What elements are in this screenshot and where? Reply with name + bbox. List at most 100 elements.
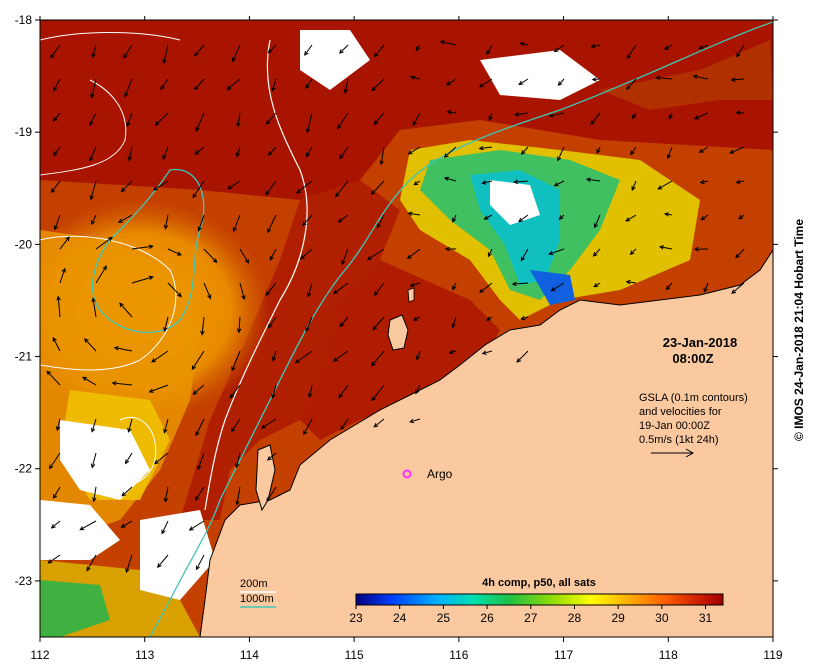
velocity-arrowhead	[593, 223, 599, 229]
velocity-arrow	[197, 452, 205, 470]
velocity-arrowhead	[625, 279, 631, 285]
velocity-arrowhead	[152, 186, 158, 191]
velocity-arrowhead	[192, 193, 197, 199]
velocity-arrow	[700, 180, 709, 184]
velocity-arrow	[512, 282, 529, 285]
velocity-arrow	[596, 146, 601, 154]
velocity-arrowhead	[265, 190, 270, 196]
velocity-arrowhead	[91, 52, 96, 59]
velocity-arrow	[667, 146, 673, 159]
velocity-arrowhead	[162, 59, 167, 65]
velocity-arrow	[479, 146, 493, 150]
velocity-arrow	[128, 146, 133, 161]
lon-tick-label: 112	[30, 648, 49, 662]
velocity-arrow	[344, 78, 349, 93]
velocity-arrow	[557, 146, 565, 161]
island-small	[407, 287, 415, 303]
velocity-arrow	[48, 554, 61, 564]
velocity-arrow	[82, 376, 97, 386]
velocity-arrowhead	[631, 114, 637, 120]
velocity-arrow	[593, 248, 601, 257]
velocity-arrow	[631, 180, 637, 191]
velocity-arrowhead	[52, 116, 58, 122]
velocity-arrowhead	[194, 495, 200, 501]
velocity-arrowhead	[89, 195, 94, 201]
velocity-arrowhead	[736, 52, 741, 58]
velocity-arrow	[701, 214, 709, 221]
velocity-arrow	[121, 486, 133, 497]
velocity-arrowhead	[117, 218, 123, 223]
velocity-arrowhead	[53, 151, 58, 157]
velocity-arrow	[656, 77, 673, 80]
velocity-arrow	[95, 265, 107, 284]
velocity-arrow	[51, 520, 61, 529]
velocity-arrow	[89, 146, 97, 161]
velocity-arrowhead	[516, 358, 522, 363]
velocity-arrowhead	[230, 427, 236, 433]
velocity-arrowhead	[121, 491, 127, 497]
velocity-arrowhead	[194, 150, 200, 155]
velocity-arrowhead	[271, 356, 277, 362]
velocity-arrowhead	[207, 294, 212, 300]
date-title: 23-Jan-2018	[663, 335, 737, 350]
cloud-2	[480, 50, 600, 100]
velocity-arrowhead	[160, 85, 165, 91]
cloud-3	[490, 180, 540, 225]
velocity-arrowhead	[79, 526, 85, 531]
ocean-ne-edge	[600, 40, 773, 110]
velocity-arrow	[118, 214, 133, 223]
velocity-arrowhead	[195, 565, 200, 571]
velocity-arrow	[371, 78, 385, 91]
velocity-arrowhead	[730, 77, 736, 83]
velocity-arrow	[123, 44, 133, 58]
velocity-arrowhead	[520, 256, 525, 262]
colorbar-title: 4h comp, p50, all sats	[482, 577, 596, 589]
velocity-arrow	[735, 248, 745, 259]
velocity-arrowhead	[47, 559, 53, 564]
velocity-arrow	[305, 146, 313, 157]
velocity-arrowhead	[234, 463, 240, 469]
velocity-arrowhead	[488, 116, 493, 122]
velocity-arrow	[447, 111, 457, 114]
velocity-arrowhead	[191, 365, 197, 371]
velocity-arrow	[333, 282, 349, 294]
velocity-arrow	[167, 282, 182, 297]
lon-tick-label: 118	[659, 648, 678, 662]
velocity-arrowhead	[162, 155, 167, 161]
velocity-arrowhead	[124, 92, 129, 98]
velocity-arrow	[54, 214, 61, 230]
velocity-arrowhead	[735, 253, 740, 259]
legend-200m-label: 200m	[240, 578, 268, 590]
velocity-arrowhead	[373, 52, 379, 58]
velocity-arrow	[703, 282, 709, 292]
velocity-arrow	[416, 350, 421, 360]
velocity-arrowhead	[200, 330, 205, 336]
colorbar-tick-label: 23	[349, 611, 363, 625]
velocity-arrowhead	[412, 121, 417, 127]
velocity-arrow	[160, 78, 169, 90]
velocity-arrow	[338, 214, 349, 223]
colorbar-tick-label: 28	[568, 611, 582, 625]
velocity-arrow	[155, 112, 169, 126]
velocity-arrow	[520, 248, 529, 261]
velocity-arrow	[92, 44, 97, 58]
velocity-arrowhead	[61, 267, 66, 273]
velocity-arrow	[195, 486, 205, 501]
velocity-arrow	[408, 146, 421, 155]
velocity-arrow	[154, 452, 169, 465]
velocity-arrowhead	[119, 302, 124, 308]
velocity-arrow	[339, 316, 349, 327]
velocity-arrowhead	[306, 292, 312, 298]
time-title: 08:00Z	[672, 351, 713, 366]
velocity-arrowhead	[226, 85, 232, 91]
velocity-arrowhead	[299, 254, 305, 260]
velocity-arrow	[306, 112, 313, 133]
velocity-arrowhead	[557, 156, 562, 162]
velocity-arrowhead	[294, 358, 300, 364]
velocity-arrowhead	[665, 285, 671, 291]
velocity-arrowhead	[53, 86, 58, 92]
velocity-arrowhead	[90, 93, 95, 99]
velocity-arrow	[520, 42, 529, 46]
gsla-contour-4	[40, 32, 181, 41]
velocity-arrowhead	[195, 431, 200, 437]
